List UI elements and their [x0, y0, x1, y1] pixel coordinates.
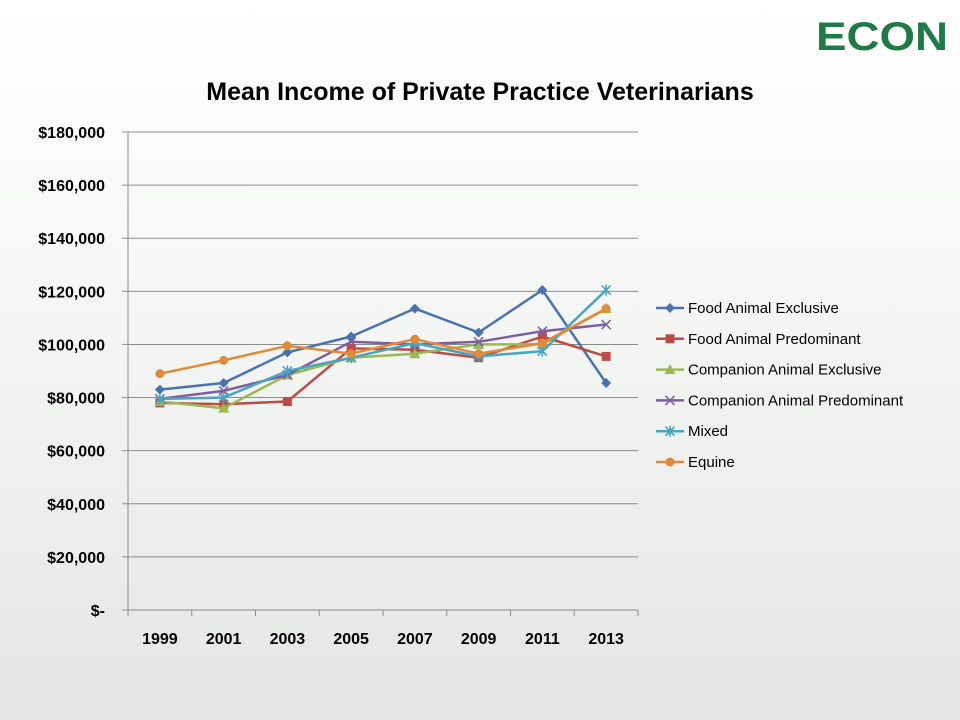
data-point	[601, 284, 612, 296]
legend-item: Food Animal Exclusive	[656, 300, 839, 317]
data-point	[537, 285, 548, 296]
data-point	[346, 343, 356, 353]
x-tick-label: 2001	[206, 631, 242, 648]
data-point	[601, 351, 611, 361]
x-tick-labels: 1999 2001 2003 2005 2007 2009 2011 2013	[142, 631, 624, 648]
y-tick-label: $160,000	[38, 178, 105, 195]
data-point	[282, 341, 292, 351]
x-tick-label: 2013	[588, 631, 624, 648]
y-tick-label: $100,000	[38, 337, 105, 354]
data-point	[473, 338, 485, 349]
x-tick-label: 2005	[333, 631, 369, 648]
y-tick-label: $40,000	[47, 497, 105, 514]
legend-item: Companion Animal Exclusive	[656, 362, 881, 379]
legend-label: Food Animal Predominant	[688, 331, 861, 348]
data-point	[282, 397, 292, 407]
data-point	[537, 331, 547, 341]
data-point	[218, 377, 229, 388]
y-tick-label: $140,000	[38, 231, 105, 248]
data-point	[346, 331, 357, 342]
legend-label: Mixed	[688, 423, 728, 440]
data-point	[473, 336, 484, 347]
legend-item: Companion Animal Predominant	[656, 392, 904, 409]
data-point	[665, 457, 675, 467]
series-line	[159, 289, 607, 401]
y-tick-label: $20,000	[47, 550, 105, 567]
legend-item: Food Animal Predominant	[656, 331, 861, 348]
data-point	[537, 326, 548, 337]
data-point	[601, 319, 612, 330]
data-point	[665, 303, 675, 313]
data-point	[664, 395, 676, 406]
data-point	[664, 425, 676, 437]
data-point	[664, 364, 676, 375]
data-point	[601, 377, 612, 388]
data-point	[154, 384, 165, 395]
legend-item: Mixed	[656, 423, 728, 440]
y-tick-label: $-	[91, 603, 105, 620]
axes	[122, 131, 639, 616]
data-point	[219, 355, 229, 365]
series-lines	[154, 284, 612, 413]
x-tick-label: 1999	[142, 631, 178, 648]
data-point	[218, 392, 229, 404]
data-point	[282, 365, 293, 377]
y-tick-label: $120,000	[38, 284, 105, 301]
logo-text: ECON	[816, 15, 948, 54]
data-point	[155, 369, 165, 379]
chart-title: Mean Income of Private Practice Veterina…	[206, 78, 753, 106]
series-line	[159, 323, 607, 401]
data-point	[282, 347, 293, 358]
data-point	[473, 327, 484, 338]
y-tick-labels: $- $20,000 $40,000 $60,000 $80,000 $100,000 $1…	[38, 125, 105, 620]
legend-label: Companion Animal Predominant	[688, 392, 904, 409]
data-point	[665, 334, 675, 344]
data-point	[409, 303, 420, 314]
gridlines	[128, 131, 638, 558]
x-tick-label: 2003	[270, 631, 306, 648]
legend-item: Equine	[656, 454, 735, 471]
series	[155, 304, 611, 379]
legend: Food Animal Exclusive Food Animal Predomi…	[656, 300, 904, 471]
data-point	[601, 304, 611, 314]
x-tick-label: 2009	[461, 631, 497, 648]
legend-label: Equine	[688, 454, 735, 471]
series-line	[159, 288, 608, 391]
series	[154, 285, 612, 395]
legend-label: Companion Animal Exclusive	[688, 362, 881, 379]
econ-logo: ECON	[816, 15, 948, 54]
data-point	[346, 349, 356, 359]
x-tick-label: 2007	[397, 631, 433, 648]
data-point	[474, 349, 484, 359]
data-point	[218, 402, 230, 413]
y-tick-label: $80,000	[47, 391, 105, 408]
data-point	[537, 338, 547, 348]
y-tick-label: $60,000	[47, 444, 105, 461]
legend-label: Food Animal Exclusive	[688, 300, 839, 317]
series-line	[159, 307, 607, 375]
x-tick-label: 2011	[525, 631, 560, 648]
data-point	[154, 393, 165, 405]
y-tick-label: $180,000	[38, 125, 105, 142]
data-point	[346, 336, 357, 347]
data-point	[409, 348, 421, 359]
data-point	[410, 334, 420, 344]
